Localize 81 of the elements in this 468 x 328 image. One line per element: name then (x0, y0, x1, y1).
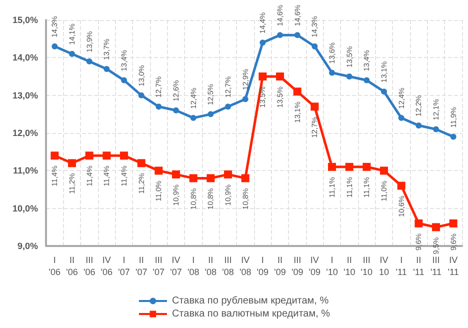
point (156, 104, 162, 110)
point (120, 152, 128, 160)
x-tick-label: I '08 (187, 255, 200, 277)
x-tick-label: III '09 (291, 255, 304, 277)
point (258, 72, 267, 80)
x-tick-label: IV '06 (100, 255, 113, 277)
point (85, 152, 94, 160)
point (242, 96, 248, 102)
point (433, 126, 439, 132)
x-tick-label: I '09 (256, 255, 269, 277)
x-tick-label: IV 10 (378, 255, 390, 277)
point (414, 219, 423, 228)
point (293, 88, 302, 96)
point (416, 122, 422, 128)
point (154, 166, 163, 175)
point (276, 72, 284, 80)
y-tick-label: 11,0% (12, 166, 38, 176)
x-tick-label: I '06 (48, 255, 61, 277)
x-tick-label: I '11 (396, 255, 407, 277)
point (241, 174, 250, 182)
point (260, 40, 266, 46)
point (294, 32, 300, 38)
point (380, 166, 388, 175)
point (102, 152, 111, 160)
point (397, 182, 406, 190)
point (432, 223, 440, 232)
legend-label: Ставка по рублевым кредитам, % (172, 296, 329, 306)
point (449, 219, 458, 228)
y-tick-label: 13,0% (12, 90, 38, 100)
point (189, 174, 198, 182)
x-tick-label: II '06 (66, 255, 78, 277)
point (68, 159, 76, 168)
point (86, 58, 92, 64)
x-tick-label: II '10 (343, 255, 356, 277)
point (137, 159, 146, 168)
x-tick-label: II '08 (204, 255, 217, 277)
x-tick-label: IV '08 (239, 255, 252, 277)
y-tick-label: 14,0% (12, 52, 38, 63)
x-tick-label: III '07 (152, 255, 165, 277)
point (398, 114, 404, 121)
point (345, 162, 354, 171)
point (329, 70, 335, 76)
point (52, 43, 58, 50)
point (225, 104, 231, 110)
x-tick-label: IV '09 (308, 255, 321, 277)
point (104, 66, 110, 72)
x-tick-label: II '09 (274, 255, 286, 277)
point (172, 170, 180, 178)
point (310, 102, 319, 111)
x-tick-label: I '07 (118, 255, 130, 277)
point (208, 111, 214, 118)
point (224, 170, 232, 178)
point (328, 162, 336, 171)
x-tick-label: IV '11 (448, 255, 459, 277)
y-tick-label: 9,0% (17, 241, 38, 251)
y-tick-label: 12,0% (12, 128, 38, 138)
point (121, 77, 127, 84)
x-tick-label: III '11 (430, 255, 442, 277)
point (450, 134, 456, 140)
point (206, 174, 215, 182)
y-tick-label: 10,0% (12, 203, 38, 214)
x-tick-label: IV '07 (170, 255, 182, 277)
legend-label: Ставка по валютным кредитам, % (172, 308, 330, 320)
point (138, 92, 144, 98)
y-tick-label: 15,0% (12, 15, 38, 25)
x-tick-label: III '10 (360, 255, 373, 277)
point (346, 74, 352, 80)
point (312, 43, 318, 50)
x-tick-label: III '08 (222, 255, 234, 277)
point (381, 88, 387, 95)
point (362, 162, 371, 171)
point (190, 114, 196, 121)
point (173, 107, 179, 114)
point (277, 32, 283, 38)
x-tick-label: II '11 (413, 255, 424, 277)
x-tick-label: II '07 (135, 255, 148, 277)
point (364, 77, 370, 84)
point (69, 50, 75, 57)
x-tick-label: III '06 (83, 255, 96, 277)
point (50, 152, 59, 160)
x-tick-label: I '10 (326, 255, 338, 277)
